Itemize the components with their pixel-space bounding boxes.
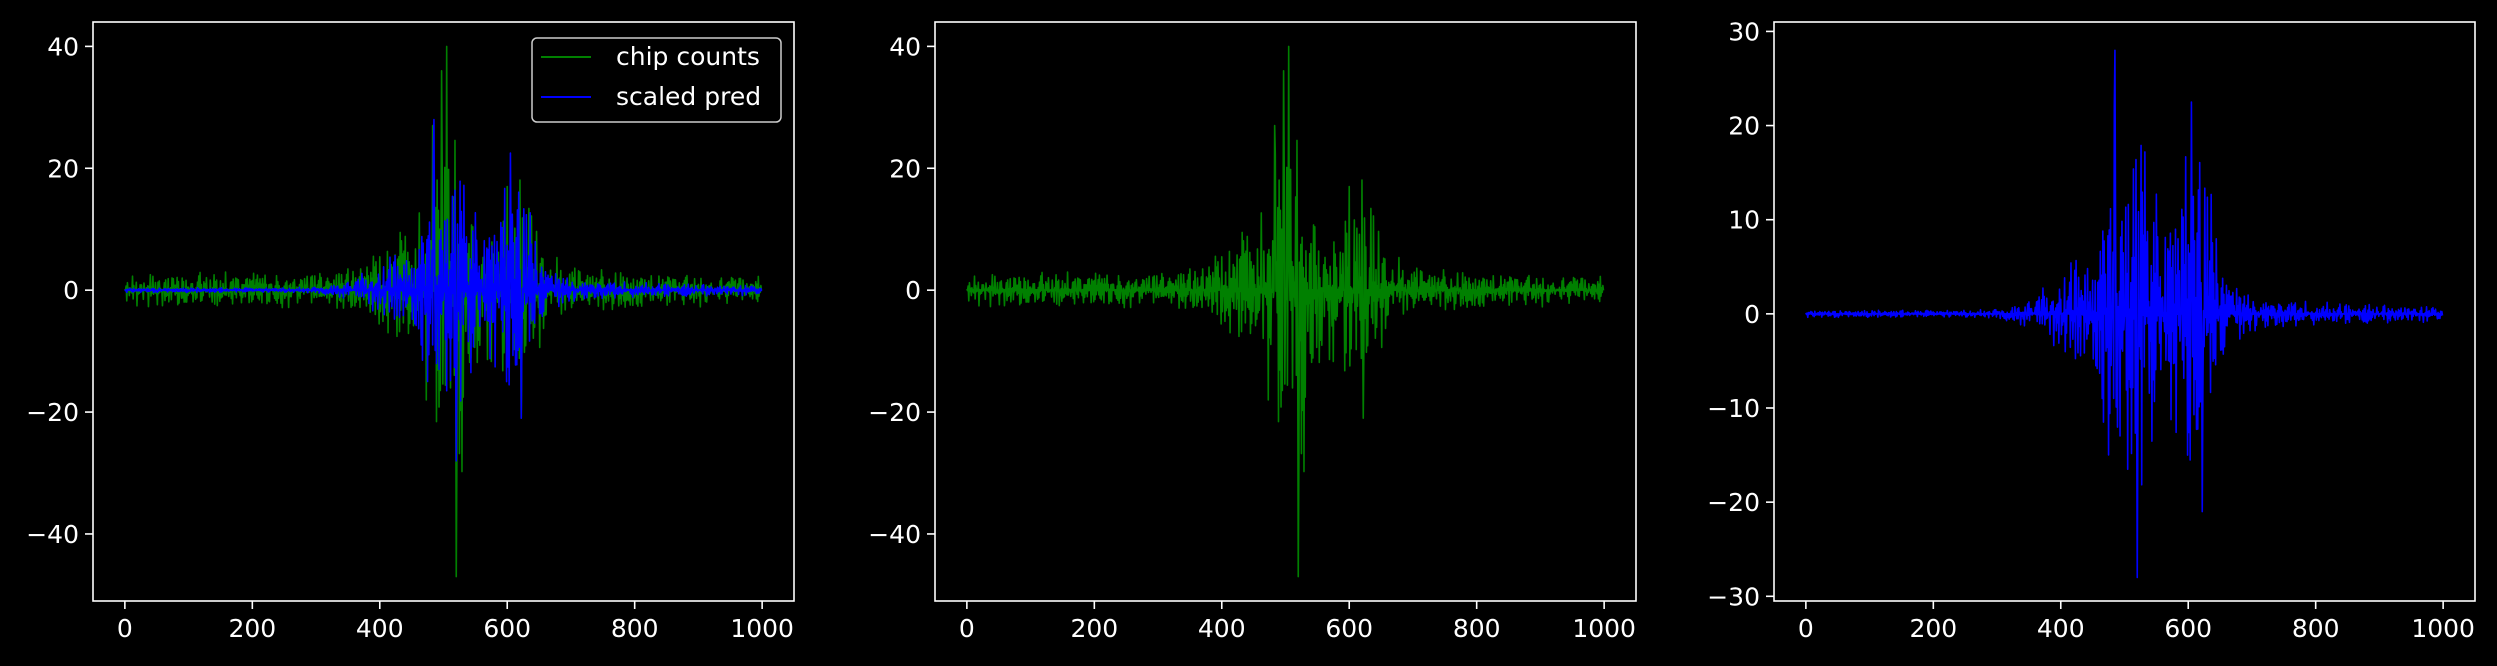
- chart-2-x-tick-label: 1000: [1572, 614, 1636, 643]
- chart-3-y-tick-label: 10: [1728, 206, 1760, 235]
- chart-1-y-tick-label: 40: [47, 32, 79, 61]
- chart-1-y-tick-label: 20: [47, 154, 79, 183]
- chart-1-series-scaled-pred: [124, 118, 763, 462]
- chart-2-y-tick-label: −40: [868, 520, 921, 549]
- chart-3-y-tick-label: −20: [1707, 488, 1760, 517]
- chart-3-x-tick-label: 0: [1798, 614, 1814, 643]
- chart-1-axes: 0 200 400 600 800 1000 −40 −20 0 20 40: [26, 21, 795, 643]
- chart-1-plot-area: [124, 45, 763, 578]
- chart-3-y-tick-label: 30: [1728, 17, 1760, 46]
- chart-panel-1: 0 200 400 600 800 1000 −40 −20 0 20 40 chip counts…: [26, 21, 795, 643]
- chart-2-x-tick-label: 200: [1070, 614, 1118, 643]
- chart-3-x-tick-label: 800: [2292, 614, 2340, 643]
- chart-1-x-tick-label: 200: [228, 614, 276, 643]
- chart-1-legend: chip counts scaled pred: [531, 37, 782, 123]
- chart-3-x-tick-label: 600: [2164, 614, 2212, 643]
- legend-label-chip-counts: chip counts: [616, 42, 760, 71]
- chart-1-x-tick-label: 1000: [730, 614, 794, 643]
- chart-2-series-line-1: [966, 45, 1605, 578]
- chart-2-x-tick-label: 800: [1453, 614, 1501, 643]
- chart-1-y-tick-label: −20: [26, 398, 79, 427]
- chart-3-y-tick-label: −10: [1707, 394, 1760, 423]
- chart-2-y-tick-label: 40: [889, 32, 921, 61]
- chart-1-y-tick-label: 0: [63, 276, 79, 305]
- chart-3-y-tick-label: 0: [1744, 300, 1760, 329]
- chart-panel-2: 0 200 400 600 800 1000 −40 −20 0 20 40: [868, 21, 1637, 643]
- chart-3-x-tick-label: 200: [1909, 614, 1957, 643]
- chart-2-x-tick-label: 400: [1198, 614, 1246, 643]
- chart-3-y-tick-label: 20: [1728, 112, 1760, 141]
- chart-2-y-tick-label: 20: [889, 154, 921, 183]
- chart-1-x-tick-label: 400: [356, 614, 404, 643]
- chart-panel-3: 0 200 400 600 800 1000 −30 −20 −10 0 10 20 30: [1707, 17, 2476, 643]
- chart-1-y-tick-label: −40: [26, 520, 79, 549]
- legend-label-scaled-pred: scaled pred: [616, 82, 761, 111]
- chart-1-x-tick-label: 600: [483, 614, 531, 643]
- chart-3-series-line-1: [1805, 49, 2444, 579]
- chart-2-y-tick-label: 0: [905, 276, 921, 305]
- chart-2-axes: 0 200 400 600 800 1000 −40 −20 0 20 40: [868, 21, 1637, 643]
- chart-3-axes: 0 200 400 600 800 1000 −30 −20 −10 0 10 20 30: [1707, 17, 2476, 643]
- chart-1-frame: [92, 21, 795, 602]
- chart-3-x-tick-label: 400: [2037, 614, 2085, 643]
- legend-box: [531, 37, 782, 123]
- chart-3-x-tick-label: 1000: [2411, 614, 2475, 643]
- chart-2-x-tick-label: 600: [1325, 614, 1373, 643]
- chart-1-x-tick-label: 800: [611, 614, 659, 643]
- chart-2-y-tick-label: −20: [868, 398, 921, 427]
- chart-2-frame: [934, 21, 1637, 602]
- chart-3-frame: [1773, 21, 2476, 602]
- chart-2-x-tick-label: 0: [959, 614, 975, 643]
- chart-3-y-tick-label: −30: [1707, 582, 1760, 611]
- chart-3-plot-area: [1805, 49, 2444, 579]
- chart-2-plot-area: [966, 45, 1605, 578]
- chart-1-x-tick-label: 0: [117, 614, 133, 643]
